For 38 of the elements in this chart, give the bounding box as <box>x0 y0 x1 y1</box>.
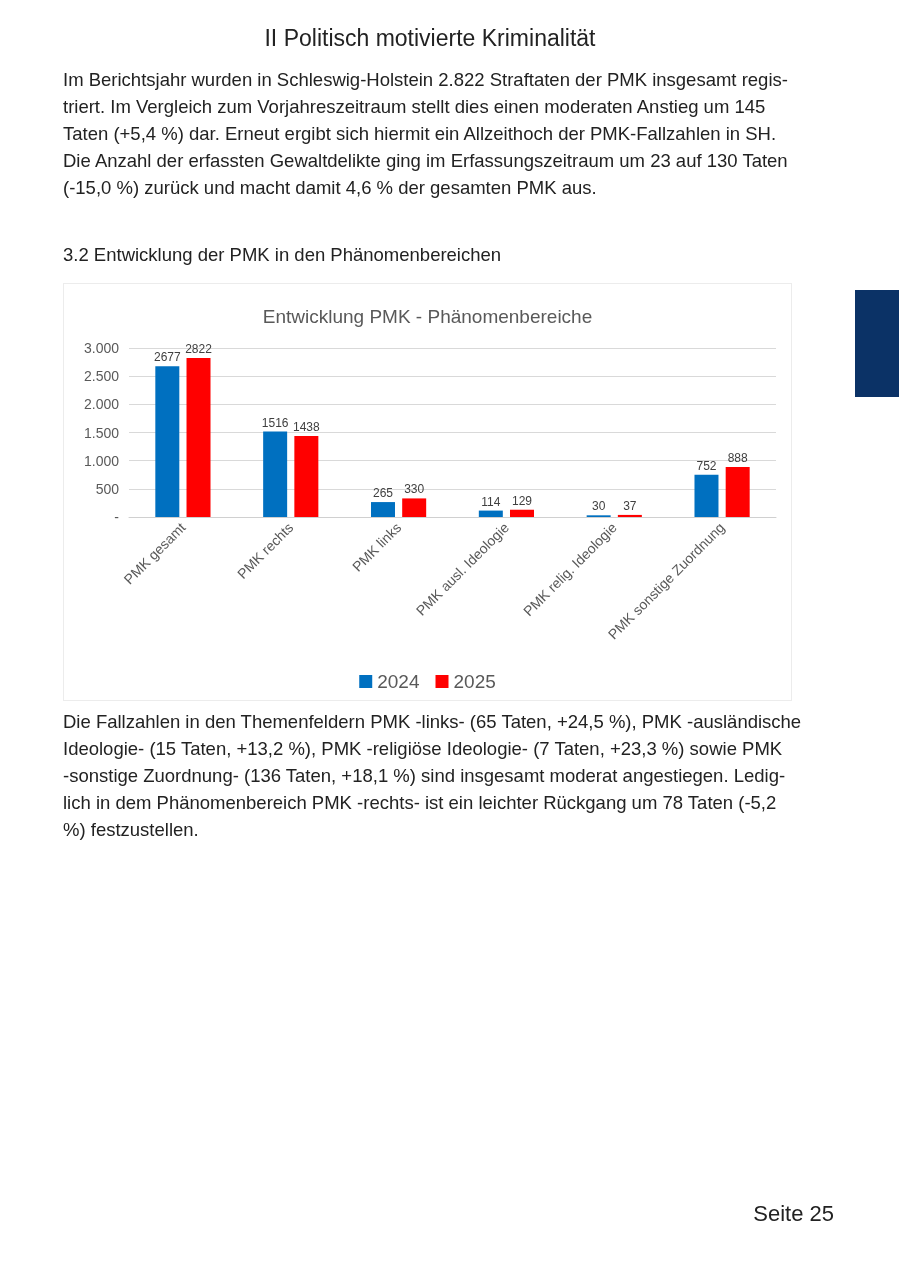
y-tick-label: 3.000 <box>83 340 120 356</box>
data-label: 330 <box>404 482 425 497</box>
bar <box>510 509 535 517</box>
text: Seite 25 <box>752 1200 834 1228</box>
bar <box>402 498 427 517</box>
text: Im Berichtsjahr wurden in Schleswig-Holstein 2.822 Straftaten der PMK insgesamt regis- triert. Im Vergleich zum Vorjahreszeitraum stellt dies einen moderaten Anstieg um 145 Taten (+5,4 %) dar. Erneut ergibt sich hiermit ein Allzeithoch der PMK-Fallzahlen in SH. Die Anzahl der erfassten Gewaltdelikte ging im Erfassungszeitraum um 23 auf 130 Taten (-15,0 %) zurück und macht damit 4,6 % der gesamten PMK aus. <box>63 68 788 200</box>
legend-label: 2025 <box>453 671 496 692</box>
data-label: 752 <box>696 458 717 473</box>
data-label: 1438 <box>293 419 321 434</box>
y-tick-label: 2.500 <box>83 368 120 385</box>
bar <box>370 502 395 517</box>
bar <box>186 358 211 517</box>
data-label: 30 <box>591 499 606 514</box>
text: 3.2 Entwicklung der PMK in den Phänomenbereichen <box>63 243 502 267</box>
text: Die Fallzahlen in den Themenfeldern PMK -links- (65 Taten, +24,5 %), PMK -ausländische Ideologie- (15 Taten, +13,2 %), PMK -religiöse Ideologie- (7 Taten, +23,3 %) sowie PMK -sonstige Zuordnung- (136 Taten, +18,1 %) sind insgesamt moderat angestiegen. Ledig- lich in dem Phänomenbereich PMK -rechts- ist ein leichter Rückgang um 78 Taten (-5,2 %) festzustellen. <box>63 710 802 842</box>
data-label: 129 <box>512 493 533 508</box>
bar <box>725 466 750 517</box>
text: II Politisch motivierte Kriminalität <box>263 24 597 52</box>
data-label: 37 <box>623 498 637 513</box>
y-tick-label: - <box>114 509 120 525</box>
data-label: 114 <box>481 494 501 509</box>
bar <box>478 510 503 517</box>
data-label: 2677 <box>153 350 181 365</box>
y-tick-label: 1.500 <box>83 424 120 441</box>
data-label: 265 <box>372 486 394 501</box>
data-label: 1516 <box>261 415 289 430</box>
data-label: 888 <box>727 450 749 465</box>
legend-label: 2024 <box>377 671 420 692</box>
y-tick-label: 1.000 <box>83 452 120 469</box>
data-label: 2822 <box>185 342 213 357</box>
chart-title: Entwicklung PMK - Phänomenbereiche <box>262 306 593 327</box>
bar <box>617 514 642 517</box>
y-tick-label: 500 <box>95 480 120 497</box>
bar <box>155 366 180 517</box>
bar <box>694 474 719 517</box>
y-tick-label: 2.000 <box>83 396 120 413</box>
bar <box>294 435 319 517</box>
bar <box>263 431 288 517</box>
